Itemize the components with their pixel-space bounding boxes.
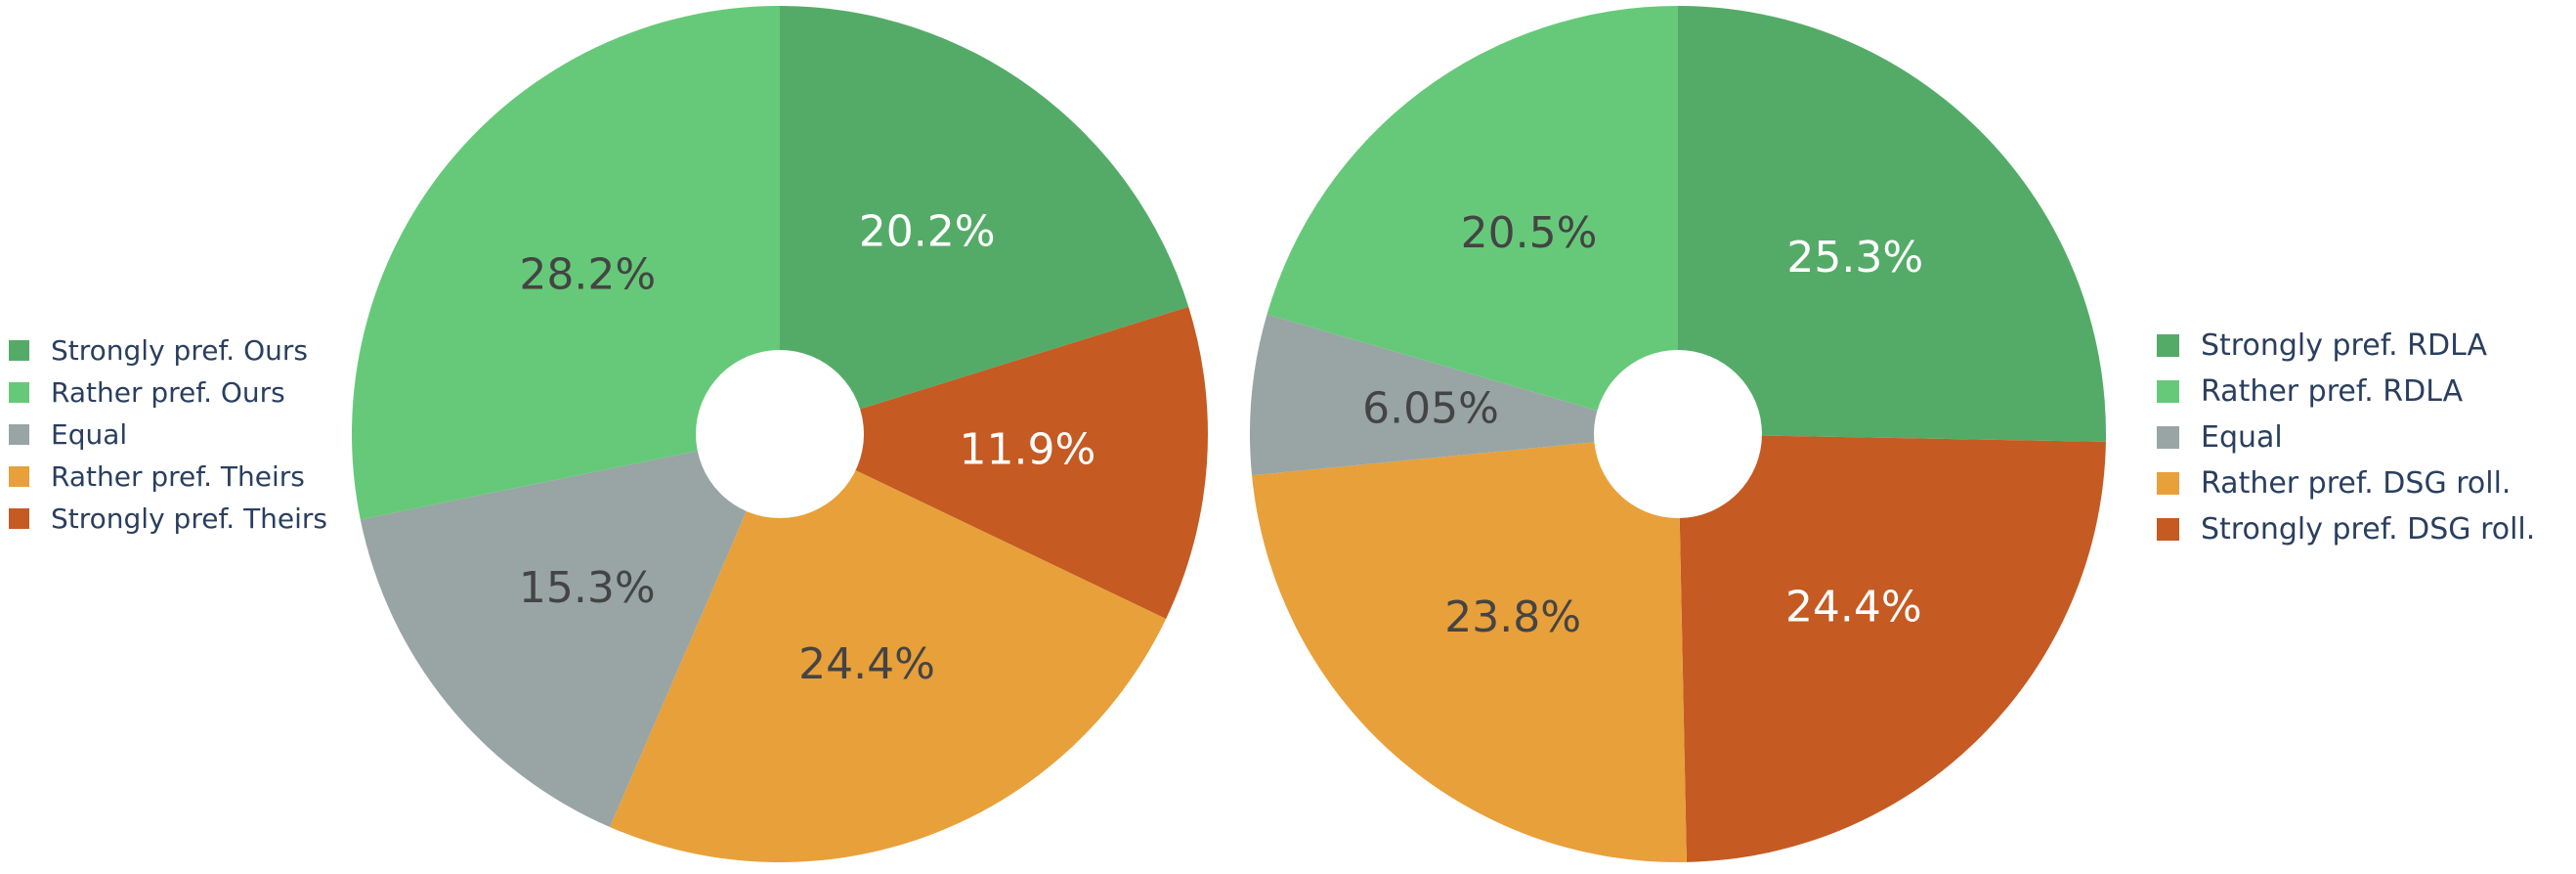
- pie-slice-label: 23.8%: [1444, 592, 1581, 642]
- legend-label: Rather pref. DSG roll.: [2201, 466, 2512, 501]
- legend-left: Strongly pref. Ours Rather pref. Ours Eq…: [9, 329, 327, 540]
- pie-slice-label: 20.5%: [1461, 208, 1598, 258]
- pie-slice[interactable]: [610, 434, 1167, 863]
- legend-item[interactable]: Strongly pref. DSG roll.: [2157, 506, 2535, 552]
- legend-item[interactable]: Rather pref. DSG roll.: [2157, 460, 2535, 506]
- legend-label: Strongly pref. DSG roll.: [2201, 512, 2536, 546]
- pie-slice-label: 20.2%: [859, 206, 996, 256]
- pie-slice[interactable]: [360, 434, 780, 827]
- legend-label: Equal: [2201, 420, 2283, 455]
- legend-swatch: [9, 382, 29, 403]
- legend-item[interactable]: Rather pref. Ours: [9, 371, 327, 414]
- legend-label: Strongly pref. RDLA: [2201, 328, 2488, 363]
- legend-label: Strongly pref. Ours: [51, 334, 308, 367]
- pie-slice[interactable]: [1678, 6, 2107, 442]
- pie-slice-label: 6.05%: [1362, 383, 1499, 433]
- legend-item[interactable]: Rather pref. RDLA: [2157, 369, 2535, 415]
- legend-right: Strongly pref. RDLA Rather pref. RDLA Eq…: [2157, 323, 2535, 552]
- pie-slice[interactable]: [780, 306, 1208, 619]
- pie-slice-label: 15.3%: [519, 563, 656, 613]
- legend-swatch: [2157, 472, 2179, 495]
- legend-label: Rather pref. RDLA: [2201, 374, 2464, 409]
- pie-center-hole: [1594, 350, 1762, 518]
- legend-swatch: [2157, 426, 2179, 449]
- legend-item[interactable]: Rather pref. Theirs: [9, 456, 327, 498]
- legend-swatch: [2157, 380, 2179, 403]
- legend-item[interactable]: Equal: [9, 414, 327, 456]
- legend-swatch: [9, 466, 29, 487]
- pie-chart-right: 25.3% 24.4% 23.8% 6.05% 20.5%: [1249, 6, 2107, 863]
- legend-item[interactable]: Strongly pref. Ours: [9, 329, 327, 371]
- pie-slice-label: 11.9%: [959, 424, 1095, 474]
- pie-slice-label: 28.2%: [519, 249, 656, 299]
- legend-label: Rather pref. Ours: [51, 376, 285, 409]
- pie-slice-label: 24.4%: [1785, 582, 1922, 632]
- legend-swatch: [2157, 334, 2179, 357]
- pie-slice[interactable]: [351, 6, 780, 520]
- pie-slice[interactable]: [780, 6, 1189, 434]
- pie-slice[interactable]: [1267, 6, 1678, 434]
- pie-slice-label: 25.3%: [1786, 233, 1923, 283]
- legend-swatch: [2157, 518, 2179, 541]
- legend-label: Strongly pref. Theirs: [51, 503, 328, 535]
- pie-chart-left: 20.2% 11.9% 24.4% 15.3% 28.2%: [351, 6, 1208, 863]
- legend-item[interactable]: Strongly pref. Theirs: [9, 498, 327, 540]
- legend-swatch: [9, 508, 29, 529]
- legend-item[interactable]: Equal: [2157, 415, 2535, 460]
- pie-slice-label: 24.4%: [798, 639, 935, 689]
- legend-swatch: [9, 424, 29, 445]
- legend-swatch: [9, 340, 29, 361]
- legend-label: Rather pref. Theirs: [51, 460, 305, 493]
- legend-item[interactable]: Strongly pref. RDLA: [2157, 323, 2535, 369]
- legend-label: Equal: [51, 418, 128, 451]
- pie-slice[interactable]: [1249, 314, 1678, 476]
- pie-slice[interactable]: [1252, 434, 1687, 863]
- pie-center-hole: [696, 350, 864, 518]
- pie-slice[interactable]: [1678, 434, 2106, 862]
